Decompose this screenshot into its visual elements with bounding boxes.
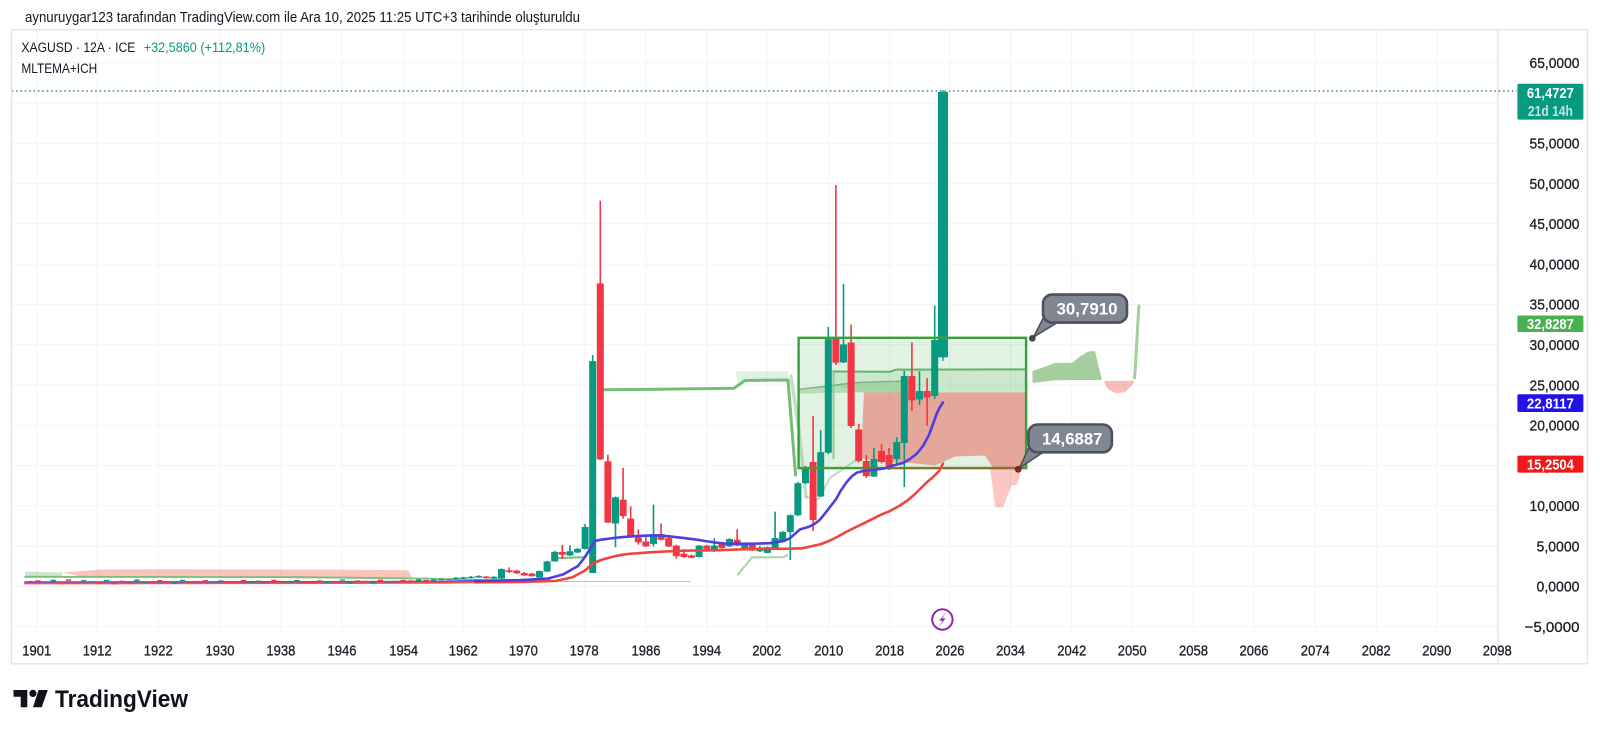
svg-text:2026: 2026 (936, 642, 965, 659)
svg-text:+32,5860 (+112,81%): +32,5860 (+112,81%) (144, 40, 266, 55)
svg-text:2090: 2090 (1422, 642, 1451, 659)
svg-text:aynuruygar123 tarafından Tradi: aynuruygar123 tarafından TradingView.com… (25, 9, 580, 26)
svg-text:2082: 2082 (1362, 642, 1391, 659)
svg-text:65,0000: 65,0000 (1530, 55, 1580, 72)
svg-text:1978: 1978 (570, 642, 599, 659)
svg-text:21d 14h: 21d 14h (1528, 103, 1573, 120)
svg-text:32,8287: 32,8287 (1527, 316, 1574, 333)
svg-text:40,0000: 40,0000 (1530, 256, 1580, 273)
svg-text:TradingView: TradingView (55, 686, 188, 713)
svg-text:XAGUSD · 12A · ICE: XAGUSD · 12A · ICE (21, 40, 135, 55)
svg-text:1901: 1901 (22, 642, 51, 659)
svg-text:1912: 1912 (83, 642, 112, 659)
svg-text:25,0000: 25,0000 (1530, 377, 1580, 394)
svg-text:1954: 1954 (389, 642, 418, 659)
svg-text:22,8117: 22,8117 (1527, 395, 1574, 412)
svg-text:30,0000: 30,0000 (1530, 337, 1580, 354)
svg-text:2010: 2010 (814, 642, 843, 659)
svg-text:2058: 2058 (1179, 642, 1208, 659)
svg-text:1970: 1970 (509, 642, 538, 659)
svg-text:MLTEMA+ICH: MLTEMA+ICH (21, 61, 97, 76)
svg-text:5,0000: 5,0000 (1537, 538, 1580, 555)
svg-text:0,0000: 0,0000 (1537, 579, 1580, 596)
svg-text:2050: 2050 (1118, 642, 1147, 659)
svg-text:−5,0000: −5,0000 (1525, 619, 1580, 636)
svg-text:2074: 2074 (1301, 642, 1330, 659)
svg-text:35,0000: 35,0000 (1530, 297, 1580, 314)
svg-text:1986: 1986 (632, 642, 661, 659)
svg-text:2034: 2034 (996, 642, 1025, 659)
svg-text:14,6887: 14,6887 (1042, 429, 1103, 448)
svg-text:1930: 1930 (206, 642, 235, 659)
svg-text:1962: 1962 (449, 642, 478, 659)
svg-text:2002: 2002 (752, 642, 781, 659)
svg-text:1994: 1994 (692, 642, 721, 659)
svg-text:50,0000: 50,0000 (1530, 176, 1580, 193)
svg-text:20,0000: 20,0000 (1530, 418, 1580, 435)
svg-text:10,0000: 10,0000 (1530, 498, 1580, 515)
svg-text:1922: 1922 (144, 642, 173, 659)
svg-text:45,0000: 45,0000 (1530, 216, 1580, 233)
svg-text:1946: 1946 (328, 642, 357, 659)
svg-text:2066: 2066 (1240, 642, 1269, 659)
svg-text:55,0000: 55,0000 (1530, 136, 1580, 153)
svg-text:2018: 2018 (875, 642, 904, 659)
svg-text:1938: 1938 (266, 642, 295, 659)
svg-text:15,2504: 15,2504 (1527, 456, 1575, 473)
svg-text:2042: 2042 (1057, 642, 1086, 659)
svg-text:2098: 2098 (1483, 642, 1512, 659)
svg-text:30,7910: 30,7910 (1057, 300, 1118, 319)
svg-text:61,4727: 61,4727 (1527, 85, 1574, 102)
